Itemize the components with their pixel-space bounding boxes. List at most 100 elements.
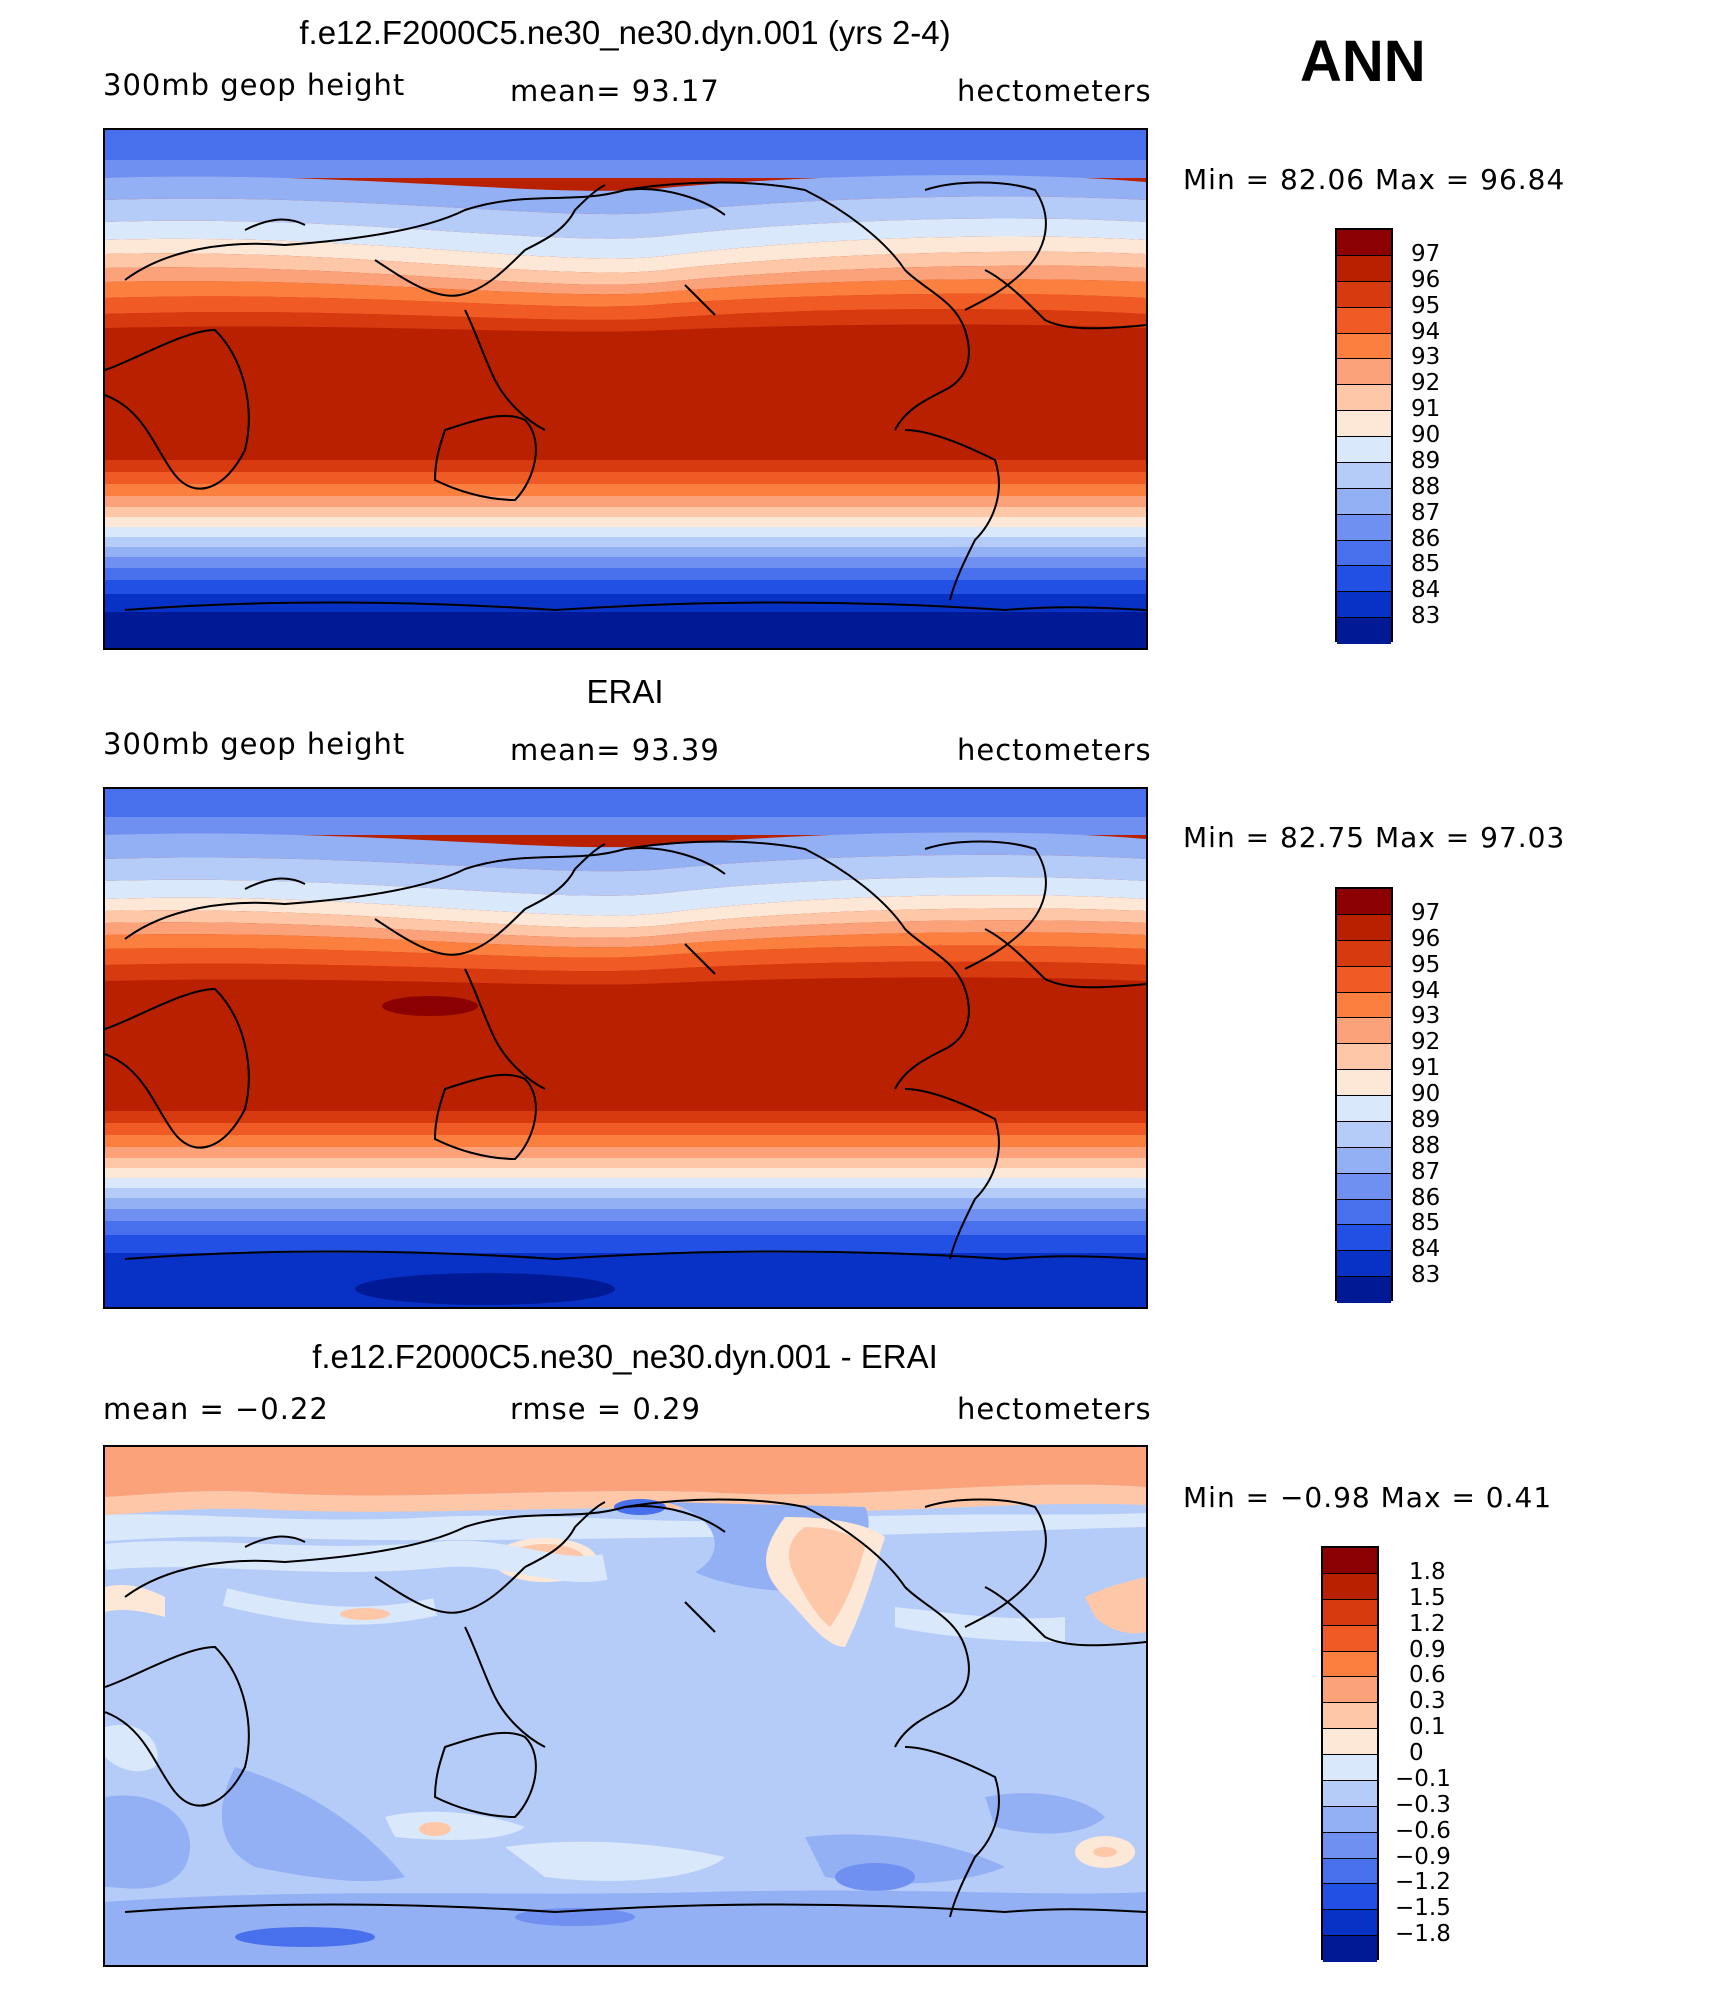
colorbar-swatch bbox=[1337, 1070, 1391, 1096]
colorbar-swatch bbox=[1337, 940, 1391, 967]
colorbar-swatch bbox=[1337, 1173, 1391, 1200]
colorbar-swatch bbox=[1337, 992, 1391, 1019]
colorbar-swatch bbox=[1337, 281, 1391, 308]
colorbar-tick-label: 96 bbox=[1411, 266, 1441, 293]
panel-3-right-label: hectometers bbox=[957, 1392, 1152, 1426]
colorbar-tick-label: 87 bbox=[1411, 1158, 1441, 1185]
colorbar-tick-label: 87 bbox=[1411, 499, 1441, 526]
colorbar-swatch bbox=[1337, 889, 1391, 915]
colorbar-tick-label: −1.8 bbox=[1395, 1921, 1451, 1948]
panel-2-colorbar-box bbox=[1335, 887, 1393, 1303]
colorbar-tick-label: 90 bbox=[1411, 1081, 1441, 1107]
colorbar-tick-label: 0.9 bbox=[1409, 1636, 1446, 1663]
colorbar-tick-label: 93 bbox=[1411, 1003, 1441, 1030]
colorbar-tick-label: 94 bbox=[1411, 318, 1441, 345]
colorbar-tick-label: 1.8 bbox=[1409, 1558, 1446, 1585]
colorbar-swatch bbox=[1323, 1573, 1377, 1600]
colorbar-swatch bbox=[1337, 488, 1391, 515]
panel-3-coastlines bbox=[105, 1498, 1146, 1918]
colorbar-swatch bbox=[1337, 1018, 1391, 1045]
panel-3-field bbox=[105, 1447, 1146, 1965]
colorbar-swatch bbox=[1323, 1677, 1377, 1704]
panel-3-center-label: rmse = 0.29 bbox=[510, 1392, 701, 1426]
colorbar-tick-label: 96 bbox=[1411, 925, 1441, 952]
colorbar-tick-label: −0.1 bbox=[1395, 1765, 1451, 1792]
colorbar-tick-label: 89 bbox=[1411, 447, 1441, 474]
colorbar-tick-label: 1.5 bbox=[1409, 1584, 1446, 1611]
colorbar-swatch bbox=[1337, 385, 1391, 412]
panel-2-left-label: 300mb geop height bbox=[103, 727, 406, 761]
colorbar-swatch bbox=[1323, 1806, 1377, 1833]
colorbar-swatch bbox=[1323, 1832, 1377, 1859]
colorbar-swatch bbox=[1337, 966, 1391, 993]
colorbar-swatch bbox=[1337, 1147, 1391, 1174]
colorbar-swatch bbox=[1337, 1225, 1391, 1252]
panel-2-right-label: hectometers bbox=[957, 733, 1152, 767]
colorbar-swatch bbox=[1337, 411, 1391, 437]
panel-3-left-label: mean = −0.22 bbox=[103, 1392, 329, 1426]
panel-1-center-label: mean= 93.17 bbox=[510, 74, 720, 108]
colorbar-swatch bbox=[1323, 1548, 1377, 1574]
colorbar-swatch bbox=[1323, 1910, 1377, 1937]
colorbar-tick-label: 93 bbox=[1411, 344, 1441, 371]
colorbar-tick-label: 91 bbox=[1411, 1055, 1441, 1082]
colorbar-swatch bbox=[1337, 359, 1391, 386]
colorbar-swatch bbox=[1337, 592, 1391, 619]
colorbar-tick-label: 95 bbox=[1411, 292, 1441, 319]
colorbar-tick-label: 92 bbox=[1411, 370, 1441, 397]
panel-2-field bbox=[105, 789, 1146, 1307]
colorbar-tick-label: 85 bbox=[1411, 551, 1441, 578]
colorbar-swatch bbox=[1337, 255, 1391, 282]
colorbar-tick-label: 89 bbox=[1411, 1106, 1441, 1133]
panel-2-map bbox=[103, 787, 1148, 1309]
colorbar-tick-label: −1.2 bbox=[1395, 1869, 1451, 1896]
colorbar-tick-label: 84 bbox=[1411, 1236, 1441, 1263]
colorbar-swatch bbox=[1337, 230, 1391, 256]
colorbar-tick-label: 85 bbox=[1411, 1210, 1441, 1237]
colorbar-swatch bbox=[1337, 1044, 1391, 1071]
panel-1-map bbox=[103, 128, 1148, 650]
colorbar-swatch bbox=[1323, 1703, 1377, 1730]
panel-2-title: ERAI bbox=[586, 673, 664, 710]
panel-3-title: f.e12.F2000C5.ne30_ne30.dyn.001 - ERAI bbox=[312, 1338, 938, 1375]
panel-1-colorbar-box bbox=[1335, 228, 1393, 644]
colorbar-swatch bbox=[1337, 514, 1391, 541]
colorbar-swatch bbox=[1337, 1199, 1391, 1226]
colorbar-tick-label: 97 bbox=[1411, 899, 1441, 926]
colorbar-swatch bbox=[1337, 462, 1391, 489]
colorbar-tick-label: 88 bbox=[1411, 1132, 1441, 1159]
colorbar-swatch bbox=[1323, 1599, 1377, 1626]
panel-1-min-max: Min = 82.06 Max = 96.84 bbox=[1183, 163, 1566, 196]
colorbar-tick-label: 83 bbox=[1411, 603, 1441, 630]
colorbar-tick-label: 91 bbox=[1411, 396, 1441, 423]
panel-3-min-max: Min = −0.98 Max = 0.41 bbox=[1183, 1481, 1553, 1514]
panel-1-right-label: hectometers bbox=[957, 74, 1152, 108]
colorbar-swatch bbox=[1337, 914, 1391, 941]
colorbar-swatch bbox=[1337, 618, 1391, 644]
colorbar-tick-label: 0.6 bbox=[1409, 1662, 1446, 1689]
colorbar-tick-label: −0.6 bbox=[1395, 1817, 1451, 1844]
colorbar-swatch bbox=[1337, 1096, 1391, 1122]
colorbar-tick-label: −0.9 bbox=[1395, 1843, 1451, 1870]
colorbar-swatch bbox=[1337, 1277, 1391, 1303]
colorbar-swatch bbox=[1337, 437, 1391, 463]
colorbar-swatch bbox=[1337, 333, 1391, 360]
colorbar-swatch bbox=[1337, 1121, 1391, 1148]
colorbar-swatch bbox=[1323, 1780, 1377, 1807]
panel-2-center-label: mean= 93.39 bbox=[510, 733, 720, 767]
colorbar-swatch bbox=[1337, 566, 1391, 593]
colorbar-tick-label: −0.3 bbox=[1395, 1791, 1451, 1818]
colorbar-tick-label: −1.5 bbox=[1395, 1895, 1451, 1922]
colorbar-swatch bbox=[1337, 1251, 1391, 1278]
panel-2-coastlines bbox=[105, 840, 1146, 1261]
season-label: ANN bbox=[1300, 29, 1426, 94]
panel-1-left-label: 300mb geop height bbox=[103, 68, 406, 102]
colorbar-swatch bbox=[1323, 1651, 1377, 1678]
colorbar-tick-label: 84 bbox=[1411, 577, 1441, 604]
colorbar-tick-label: 95 bbox=[1411, 951, 1441, 978]
colorbar-tick-label: 83 bbox=[1411, 1262, 1441, 1289]
colorbar-swatch bbox=[1323, 1755, 1377, 1781]
colorbar-tick-label: 86 bbox=[1411, 525, 1441, 552]
colorbar-swatch bbox=[1337, 307, 1391, 334]
colorbar-tick-label: 92 bbox=[1411, 1029, 1441, 1056]
